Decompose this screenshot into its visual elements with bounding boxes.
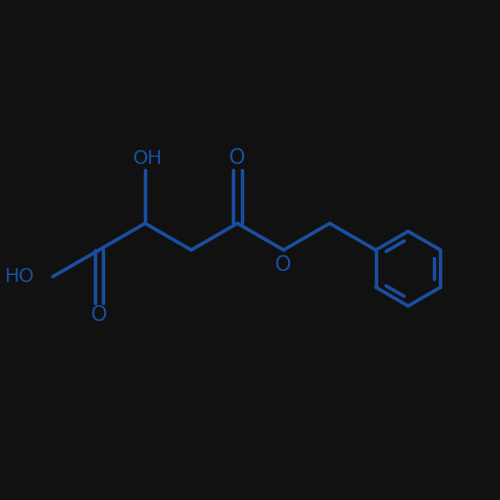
Text: O: O [91,305,107,325]
Text: OH: OH [133,149,162,168]
Text: O: O [229,148,246,169]
Text: O: O [276,255,291,275]
Text: HO: HO [4,267,34,286]
